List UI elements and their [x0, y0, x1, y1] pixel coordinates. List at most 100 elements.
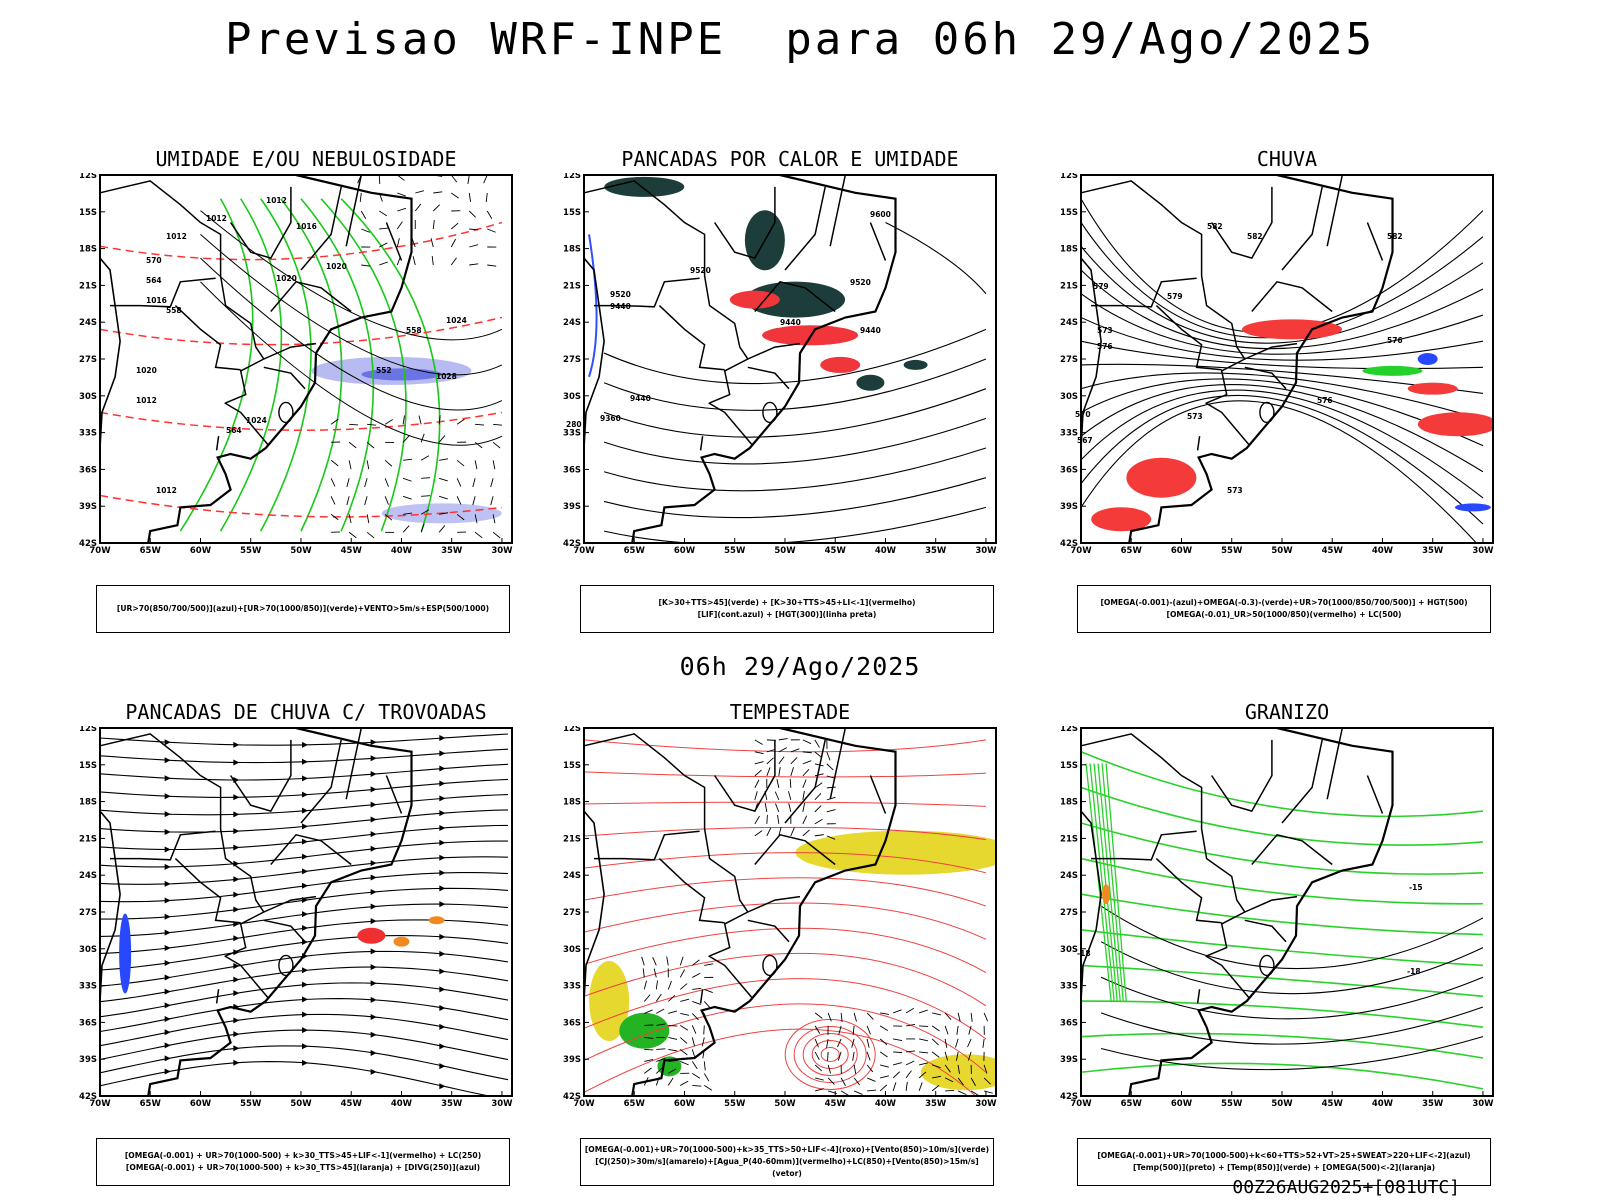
lat-tick-label: 30S: [1060, 392, 1078, 402]
t850-contour: [1097, 763, 1121, 1002]
wind-vector: [853, 1012, 857, 1022]
wind-vector: [691, 1061, 698, 1070]
coastline: [1128, 173, 1394, 544]
wind-vector: [490, 478, 494, 488]
lon-tick-label: 50W: [1271, 1099, 1293, 1109]
lat-tick-label: 27S: [1060, 355, 1078, 365]
hgt-contour: [1081, 316, 1484, 361]
state-border: [829, 727, 847, 800]
wind-vector: [814, 793, 822, 801]
wind-vector: [487, 228, 496, 233]
lagoon: [1259, 401, 1275, 424]
flow-arrow: [439, 750, 446, 757]
state-border: [263, 366, 306, 390]
coastline: [631, 726, 897, 1097]
contour-label: 9440: [610, 302, 631, 311]
lon-tick-label: 60W: [190, 1099, 212, 1109]
panel-hail: GRANIZO -15 -18 -18 12S 15S 18S 21S 24S 27S 30S 33…: [1057, 700, 1517, 1186]
state-border: [110, 277, 216, 308]
wind-vector: [421, 495, 431, 497]
contour-label: 576: [1387, 336, 1403, 345]
wind-vector: [421, 477, 431, 479]
state-border: [594, 277, 700, 308]
wind-vector: [397, 207, 407, 212]
wind-vector: [379, 242, 388, 248]
contour-label: 9520: [690, 266, 711, 275]
wind-vector: [919, 1051, 929, 1054]
lat-tick-label: 39S: [79, 1055, 97, 1065]
flow-arrow: [302, 868, 308, 875]
map-heat-showers: 9600 9520 9520 9520 9440 9440 9440 9440 9360 280 1…: [563, 173, 997, 556]
wind-vector: [379, 261, 388, 266]
contour-label: 1012: [206, 214, 227, 223]
streamline: [584, 952, 987, 1007]
coastline: [631, 173, 897, 544]
state-border: [1244, 366, 1287, 390]
wind-vector: [802, 760, 812, 765]
lagoon: [762, 401, 778, 424]
wind-vector: [970, 1090, 980, 1096]
wind-vector: [754, 779, 760, 789]
map-fields: [1081, 198, 1493, 543]
wind-vector: [490, 496, 494, 506]
contour-label: 567: [1077, 436, 1093, 445]
state-border: [1196, 989, 1201, 1004]
lon-tick-label: 35W: [1422, 1099, 1444, 1109]
contour-label: 564: [146, 276, 162, 285]
wind-vector: [906, 1024, 916, 1027]
flow-arrow: [370, 739, 377, 746]
wind-vector: [359, 192, 362, 202]
flow-arrow: [164, 988, 171, 995]
rain-area-blue: [1454, 503, 1491, 512]
map-frame: [583, 174, 997, 544]
lon-tick-label: 50W: [290, 1099, 312, 1109]
wind-vector: [893, 1038, 903, 1042]
flow-arrow: [233, 990, 240, 997]
wind-vector: [866, 1064, 874, 1073]
wind-vector: [918, 1009, 928, 1014]
lat-tick-label: 15S: [563, 208, 581, 218]
wind-vector: [893, 1051, 903, 1054]
lon-tick-label: 45W: [341, 1099, 363, 1109]
main-title: Previsao WRF-INPE para 06h 29/Ago/2025: [224, 14, 1376, 65]
flow-arrow: [233, 759, 240, 766]
contour-label: 579: [1093, 282, 1109, 291]
flow-arrow: [439, 780, 446, 787]
wind-vector: [802, 829, 810, 837]
lon-tick-label: 50W: [774, 546, 796, 556]
wind-vector: [852, 1025, 855, 1035]
state-border: [224, 402, 269, 445]
wind-vector: [450, 222, 459, 230]
forecast-run-label: 00Z26AUG2025+[081UTC]: [1232, 1177, 1460, 1198]
wind-vector: [360, 210, 367, 220]
wind-vector: [944, 1025, 949, 1035]
wind-vector: [378, 175, 381, 185]
flow-arrow: [302, 791, 308, 798]
wind-vector: [944, 1077, 954, 1083]
wind-vector: [456, 496, 462, 505]
flow-arrow: [233, 794, 240, 801]
thickness-contour: [100, 411, 503, 431]
state-border: [263, 342, 317, 360]
wind-vector: [438, 525, 446, 533]
wind-vector: [766, 814, 768, 824]
contour-label: -18: [1407, 967, 1421, 976]
wind-vector: [905, 1070, 912, 1079]
wind-vector: [814, 1012, 823, 1019]
flow-arrow: [439, 810, 446, 817]
t850-contour: [1105, 763, 1127, 1002]
state-border: [1155, 305, 1222, 371]
t500-contour: [1100, 941, 1484, 995]
wind-vector: [330, 496, 336, 505]
wind-vector: [439, 512, 449, 515]
wind-vector: [919, 1062, 928, 1066]
lat-tick-label: 30S: [563, 392, 581, 402]
wind-vector: [984, 1090, 993, 1094]
wind-vector: [814, 805, 822, 813]
flow-arrow: [439, 950, 446, 957]
flow-arrow: [370, 1014, 377, 1021]
hgt-contour: [603, 358, 987, 411]
wind-vector: [931, 1051, 940, 1058]
streamline: [584, 771, 986, 778]
